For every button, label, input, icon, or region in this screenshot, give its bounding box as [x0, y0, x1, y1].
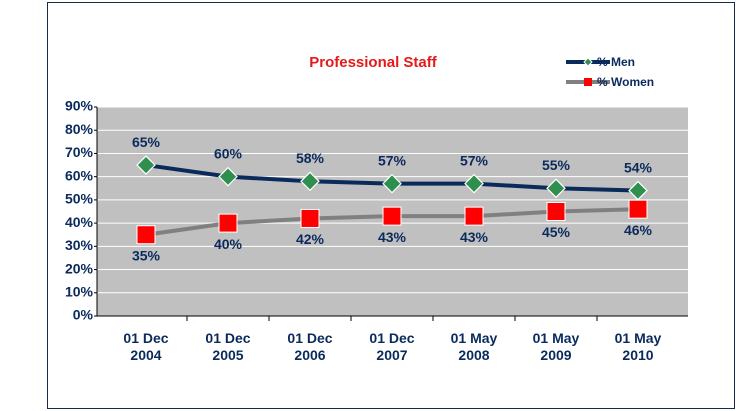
- y-tick-label: 80%: [65, 121, 94, 137]
- point-marker: [382, 173, 402, 194]
- x-tick-label: 01 May 2008: [450, 330, 498, 363]
- legend-marker: [583, 57, 593, 67]
- data-label: 43%: [460, 229, 489, 245]
- point-marker: [546, 178, 566, 199]
- data-label: 42%: [296, 231, 325, 247]
- data-label: 46%: [624, 222, 653, 238]
- chart-border: [47, 2, 735, 409]
- point-marker: [300, 208, 320, 228]
- data-label: 55%: [542, 157, 571, 173]
- y-tick-label: 30%: [65, 237, 94, 253]
- x-tick-label: 01 Dec 2007: [369, 330, 415, 363]
- data-label: 57%: [460, 152, 489, 168]
- point-marker: [464, 206, 484, 226]
- data-label: 60%: [214, 145, 243, 161]
- point-marker: [300, 171, 320, 192]
- legend-label: % Men: [597, 55, 635, 69]
- y-tick-label: 60%: [65, 167, 94, 183]
- data-label: 35%: [132, 247, 161, 263]
- x-tick-label: 01 Dec 2006: [287, 330, 333, 363]
- point-marker: [628, 180, 648, 201]
- x-tick-label: 01 May 2009: [532, 330, 580, 363]
- point-marker: [218, 166, 238, 187]
- data-label: 40%: [214, 236, 243, 252]
- x-tick-label: 01 May 2010: [614, 330, 662, 363]
- y-tick-label: 90%: [65, 98, 94, 114]
- y-tick-label: 20%: [65, 260, 94, 276]
- chart-title: Professional Staff: [309, 54, 438, 71]
- x-tick-label: 01 Dec 2004: [123, 330, 169, 363]
- data-label: 65%: [132, 134, 161, 150]
- point-marker: [382, 206, 402, 226]
- point-marker: [546, 202, 566, 221]
- point-marker: [464, 173, 484, 194]
- y-tick-label: 70%: [65, 144, 94, 160]
- y-tick-label: 0%: [73, 307, 94, 323]
- point-marker: [136, 155, 156, 175]
- data-label: 43%: [378, 229, 407, 245]
- y-tick-label: 50%: [65, 191, 94, 207]
- data-label: 57%: [378, 152, 407, 168]
- point-marker: [218, 213, 238, 233]
- point-marker: [628, 199, 648, 219]
- x-tick-label: 01 Dec 2005: [205, 330, 251, 363]
- data-label: 54%: [624, 159, 653, 175]
- y-tick-label: 40%: [65, 214, 94, 230]
- data-label: 45%: [542, 224, 571, 240]
- legend-label: % Women: [597, 75, 654, 89]
- data-label: 58%: [296, 150, 325, 166]
- legend-marker: [584, 78, 592, 86]
- y-tick-label: 10%: [65, 283, 94, 299]
- point-marker: [136, 225, 156, 245]
